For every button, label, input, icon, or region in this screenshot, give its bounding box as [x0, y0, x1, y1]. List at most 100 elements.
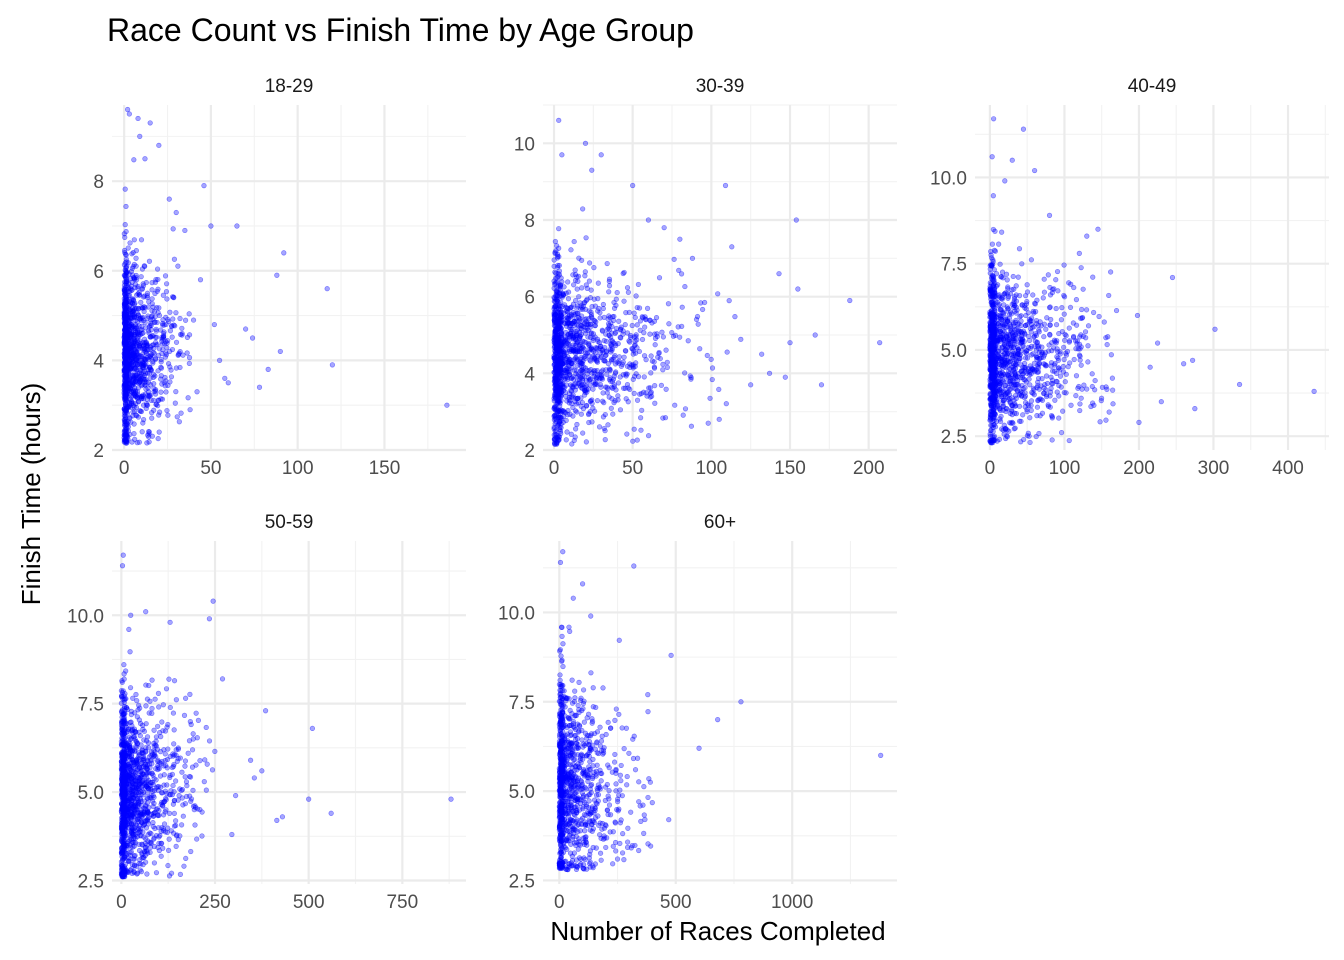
data-point [137, 796, 144, 802]
data-point [988, 367, 994, 374]
data-point [131, 748, 138, 754]
data-point [132, 736, 138, 742]
data-point [122, 407, 128, 414]
data-point [574, 322, 580, 328]
outlier-point [249, 335, 256, 341]
data-point [573, 368, 579, 374]
data-point [600, 398, 606, 404]
data-point [554, 387, 560, 393]
outlier-point [1046, 212, 1053, 218]
data-point [1066, 325, 1072, 331]
data-point [599, 327, 605, 333]
data-point [164, 296, 170, 302]
data-point [604, 371, 610, 377]
data-point [1028, 407, 1034, 413]
data-point [594, 359, 601, 365]
data-point [137, 733, 143, 739]
data-point [652, 342, 658, 348]
data-point [999, 269, 1006, 275]
data-point [194, 836, 200, 842]
data-point [197, 806, 203, 813]
data-point [704, 352, 710, 359]
outlier-point [1212, 326, 1218, 332]
data-point [990, 193, 996, 199]
data-point [1051, 368, 1058, 374]
data-point [988, 299, 994, 305]
data-point [1055, 365, 1061, 371]
data-point [568, 346, 574, 353]
data-point [999, 229, 1005, 235]
data-point [567, 330, 574, 336]
data-point [173, 339, 180, 345]
data-point [564, 429, 570, 435]
data-point [173, 778, 179, 784]
data-point [570, 309, 577, 316]
data-point [677, 334, 683, 340]
data-point [1073, 322, 1080, 328]
data-point [1024, 321, 1030, 328]
data-point [1040, 354, 1047, 360]
y-tick-label: 7.5 [941, 255, 967, 276]
outlier-point [137, 133, 143, 139]
data-point [1056, 330, 1062, 337]
x-tick-label: 150 [369, 458, 401, 479]
data-point [997, 418, 1004, 424]
data-point [143, 703, 149, 709]
data-point [1006, 321, 1013, 327]
data-point [123, 331, 129, 337]
data-point [175, 797, 181, 803]
data-point [122, 274, 128, 280]
data-point [1053, 340, 1059, 346]
data-point [586, 340, 592, 346]
data-point [1000, 403, 1006, 409]
data-point [177, 755, 183, 761]
chart-title: Race Count vs Finish Time by Age Group [107, 12, 694, 48]
data-point [152, 279, 159, 285]
outlier-point [1154, 340, 1161, 346]
data-point [678, 271, 685, 277]
data-point [1013, 411, 1019, 417]
data-point [122, 367, 128, 373]
x-tick-label: 0 [116, 892, 127, 913]
data-point [159, 824, 165, 831]
data-point [989, 272, 995, 278]
data-point [726, 298, 732, 304]
data-point [140, 364, 147, 371]
data-point [558, 381, 564, 387]
outlier-point [877, 340, 883, 346]
data-point [145, 818, 151, 824]
outlier-point [1147, 364, 1153, 370]
data-point [558, 392, 564, 398]
data-points [551, 117, 883, 447]
data-point [1000, 275, 1006, 281]
outlier-point [677, 236, 683, 242]
data-point [1101, 319, 1107, 325]
data-point [158, 327, 164, 333]
data-point [165, 746, 171, 752]
data-point [587, 334, 594, 341]
data-point [620, 328, 626, 334]
data-point [1061, 344, 1067, 350]
data-point [652, 400, 658, 406]
data-point [132, 852, 138, 859]
data-point [122, 222, 128, 228]
data-point [157, 409, 163, 415]
data-point [997, 334, 1003, 340]
data-point [1062, 331, 1068, 338]
outlier-point [187, 407, 193, 413]
data-point [149, 705, 155, 712]
data-point [609, 358, 615, 364]
data-point [578, 384, 584, 390]
data-point [167, 328, 174, 334]
data-point [578, 375, 584, 381]
data-point [136, 323, 142, 329]
x-tick-label: 150 [774, 458, 806, 479]
data-point [124, 420, 130, 426]
data-point [595, 353, 601, 359]
data-point [578, 403, 584, 409]
data-point [152, 825, 158, 832]
data-point [1073, 373, 1080, 379]
outlier-point [197, 277, 204, 283]
x-tick-label: 0 [549, 458, 560, 479]
